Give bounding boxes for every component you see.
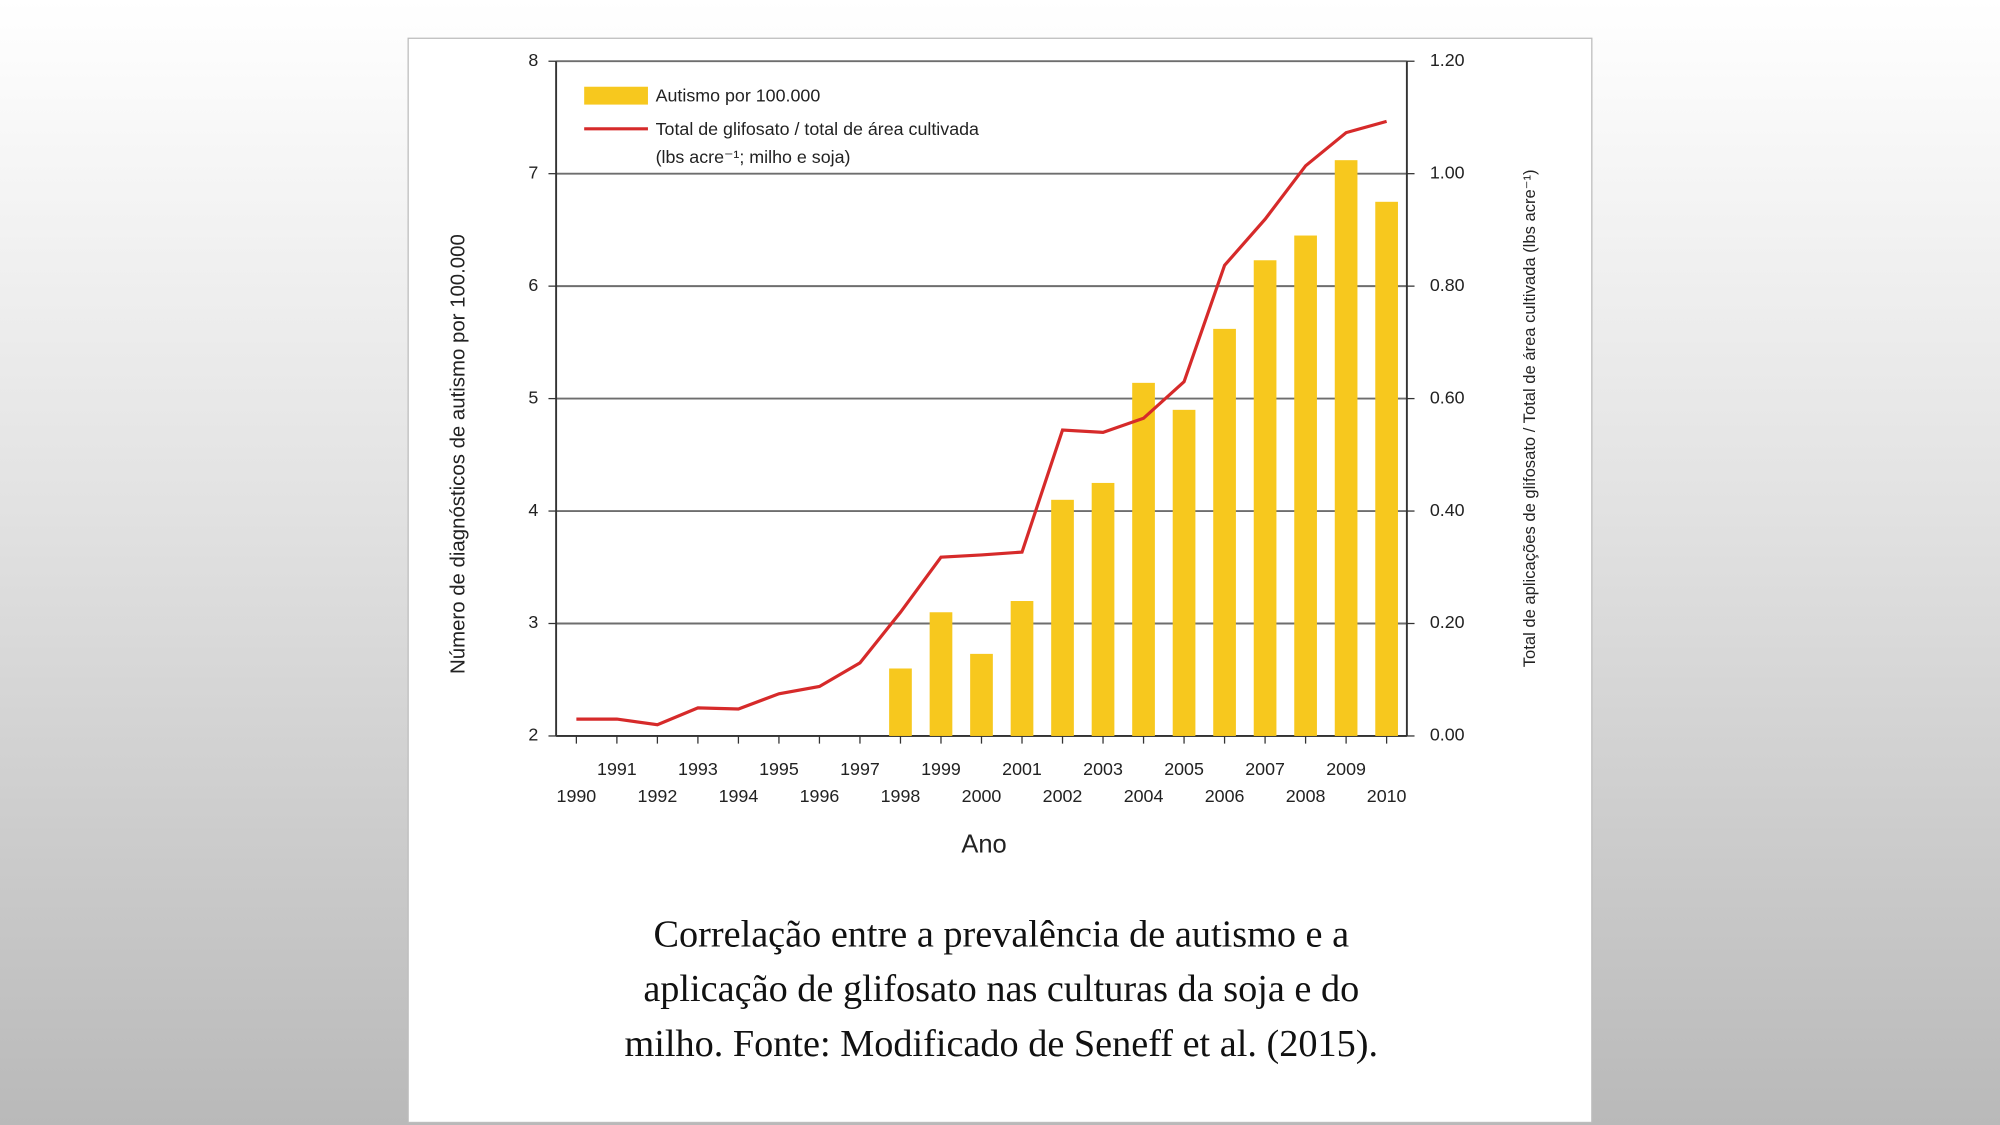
panel — [407, 37, 1593, 1124]
y-tick-label: 5 — [528, 387, 538, 407]
legend-swatch — [584, 86, 648, 105]
y2-tick-label: 1.00 — [1430, 162, 1465, 182]
caption-line: Correlação entre a prevalência de autism… — [653, 913, 1349, 955]
y-tick-label: 7 — [528, 162, 538, 182]
bar — [889, 668, 912, 736]
x-tick-label: 2000 — [962, 786, 1002, 806]
x-tick-label: 2009 — [1326, 759, 1366, 779]
x-tick-label: 1999 — [921, 759, 961, 779]
line — [576, 119, 1388, 727]
x-tick-label: 2006 — [1205, 786, 1245, 806]
y2-tick-label: 0.80 — [1430, 275, 1465, 295]
x-tick-label: 1992 — [638, 786, 678, 806]
chart-body: 23456780.000.200.400.600.801.001.2019901… — [407, 37, 1593, 1124]
x-axis-title: Ano — [961, 830, 1006, 858]
x-tick-label: 2003 — [1083, 759, 1123, 779]
bar — [1375, 201, 1398, 736]
y2-tick-label: 0.40 — [1430, 500, 1465, 520]
x-tick-label: 1995 — [759, 759, 799, 779]
x-tick-label: 2005 — [1164, 759, 1204, 779]
y-tick-label: 6 — [528, 275, 538, 295]
bar — [1051, 499, 1074, 736]
caption-line: milho. Fonte: Modificado de Seneff et al… — [625, 1023, 1379, 1065]
legend-note: (lbs acre⁻¹; milho e soja) — [656, 147, 851, 167]
bar — [1253, 260, 1277, 736]
x-tick-label: 1996 — [800, 786, 840, 806]
bar — [970, 653, 993, 736]
bar — [1132, 382, 1155, 736]
x-tick-label: 1998 — [881, 786, 921, 806]
bar — [1172, 409, 1196, 736]
y-tick-label: 4 — [528, 500, 538, 520]
bar — [1010, 601, 1034, 736]
caption-line: aplicação de glifosato nas culturas da s… — [643, 968, 1359, 1010]
x-tick-label: 2007 — [1245, 759, 1285, 779]
y-tick-label: 3 — [528, 612, 538, 632]
bar — [1213, 328, 1236, 736]
y2-tick-label: 0.00 — [1430, 725, 1465, 745]
x-tick-label: 1994 — [719, 786, 759, 806]
x-tick-label: 1991 — [597, 759, 637, 779]
y2-tick-label: 0.20 — [1430, 612, 1465, 632]
legend-label: Total de glifosato / total de área culti… — [656, 119, 979, 139]
bar — [1334, 160, 1358, 736]
y-tick-label: 2 — [528, 725, 538, 745]
bar — [929, 612, 953, 736]
y2-axis-title: Total de aplicações de glifosato / Total… — [1520, 169, 1539, 667]
y2-tick-label: 1.20 — [1430, 50, 1465, 70]
x-tick-label: 1990 — [557, 786, 597, 806]
x-tick-label: 2010 — [1367, 786, 1407, 806]
x-tick-label: 2001 — [1002, 759, 1042, 779]
x-tick-label: 1993 — [678, 759, 718, 779]
x-tick-label: 1997 — [840, 759, 880, 779]
x-tick-label: 2004 — [1124, 786, 1164, 806]
y-axis-title: Número de diagnósticos de autismo por 10… — [448, 234, 470, 674]
bar — [1294, 235, 1317, 736]
y-tick-label: 8 — [528, 50, 538, 70]
bar — [1091, 482, 1115, 736]
x-tick-label: 2008 — [1286, 786, 1326, 806]
y2-tick-label: 0.60 — [1430, 387, 1465, 407]
legend-label: Autismo por 100.000 — [656, 86, 821, 106]
x-tick-label: 2002 — [1043, 786, 1083, 806]
